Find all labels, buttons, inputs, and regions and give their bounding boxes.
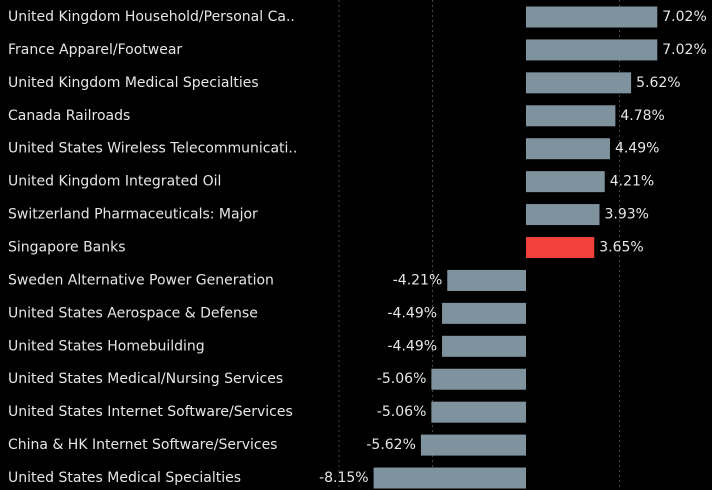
value-label: -4.21% <box>393 272 443 288</box>
category-label: United Kingdom Medical Specialties <box>8 75 259 91</box>
category-label: Switzerland Pharmaceuticals: Major <box>8 207 258 223</box>
category-label: China & HK Internet Software/Services <box>8 437 277 453</box>
value-label: 4.78% <box>620 108 664 124</box>
bar <box>431 368 526 390</box>
category-label: France Apparel/Footwear <box>8 42 182 58</box>
bar <box>526 39 658 61</box>
value-label: 7.02% <box>662 9 706 25</box>
bar <box>526 204 600 226</box>
category-label: United Kingdom Integrated Oil <box>8 174 221 190</box>
bar <box>420 434 526 456</box>
value-label: -5.06% <box>377 371 427 387</box>
value-label: 4.49% <box>615 141 659 157</box>
bar <box>447 269 526 291</box>
bar <box>442 302 526 324</box>
value-label: 3.65% <box>599 240 643 256</box>
bar <box>526 105 616 127</box>
value-label: -5.62% <box>366 437 416 453</box>
value-label: -4.49% <box>388 305 438 321</box>
value-label: 3.93% <box>604 207 648 223</box>
value-label: 4.21% <box>610 174 654 190</box>
value-label: -8.15% <box>319 470 369 486</box>
value-label: 5.62% <box>636 75 680 91</box>
bar <box>526 237 595 259</box>
category-label: United Kingdom Household/Personal Ca.. <box>8 9 295 25</box>
bar <box>526 171 605 193</box>
category-label: United States Wireless Telecommunicati.. <box>8 141 297 157</box>
category-label: Sweden Alternative Power Generation <box>8 272 274 288</box>
bar <box>373 467 526 489</box>
value-label: -4.49% <box>388 338 438 354</box>
category-label: Singapore Banks <box>8 240 126 256</box>
category-label: United States Medical Specialties <box>8 470 241 486</box>
category-label: United States Aerospace & Defense <box>8 305 258 321</box>
category-label: United States Medical/Nursing Services <box>8 371 283 387</box>
value-label: 7.02% <box>662 42 706 58</box>
bar <box>526 138 610 160</box>
category-label: Canada Railroads <box>8 108 130 124</box>
category-label: United States Homebuilding <box>8 338 205 354</box>
bar <box>442 335 526 357</box>
bar <box>431 401 526 423</box>
bar <box>526 6 658 28</box>
value-label: -5.06% <box>377 404 427 420</box>
bar <box>526 72 632 94</box>
category-label: United States Internet Software/Services <box>8 404 293 420</box>
